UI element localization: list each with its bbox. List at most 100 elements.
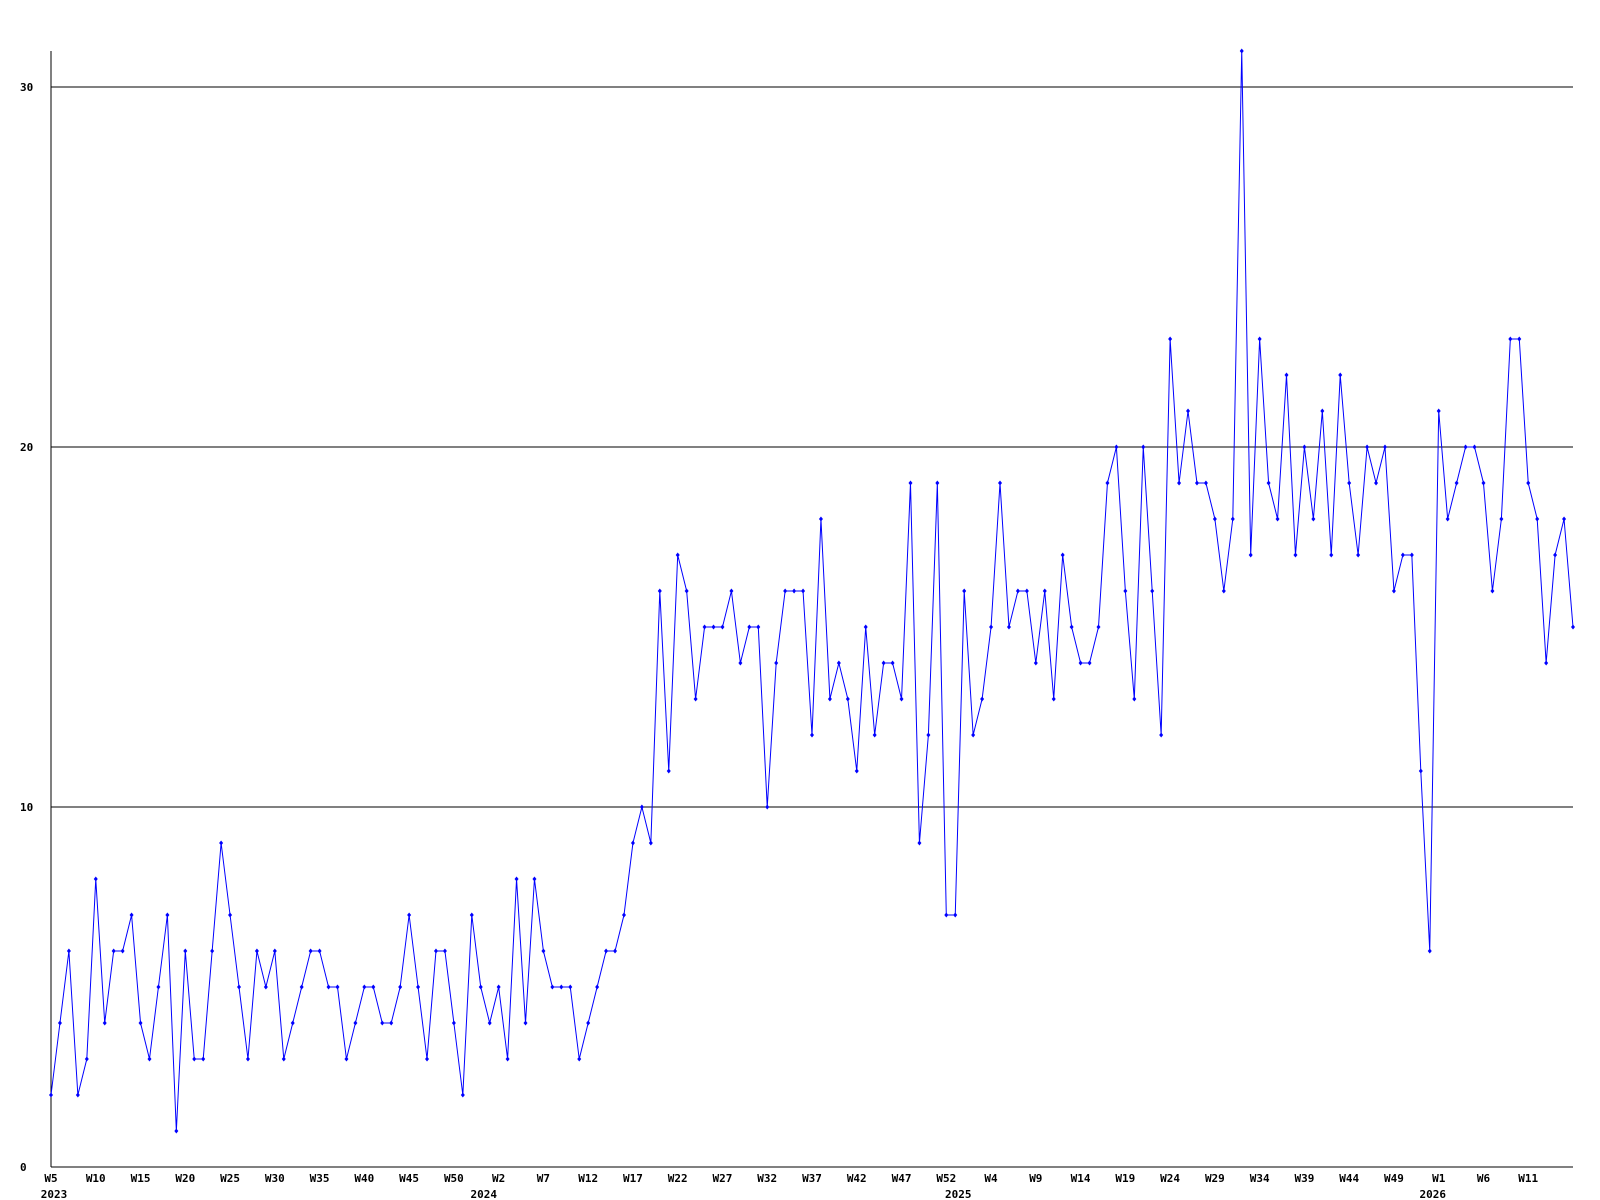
point: [1293, 552, 1298, 558]
x-year-label: 2025: [945, 1188, 972, 1200]
x-year-label: 2026: [1420, 1188, 1447, 1200]
point: [1239, 48, 1244, 54]
point: [1078, 660, 1083, 666]
point: [201, 1056, 206, 1062]
point: [559, 984, 564, 990]
point: [711, 624, 716, 630]
point: [1535, 516, 1540, 522]
point: [237, 984, 242, 990]
point: [541, 948, 546, 954]
point: [1203, 480, 1208, 486]
point: [1006, 624, 1011, 630]
point: [1150, 588, 1155, 594]
point: [568, 984, 573, 990]
point: [111, 948, 116, 954]
point: [1168, 336, 1173, 342]
point: [353, 1020, 358, 1026]
point: [971, 732, 976, 738]
point: [1051, 696, 1056, 702]
point: [765, 804, 770, 810]
point: [84, 1056, 89, 1062]
x-tick-label: W52: [936, 1172, 956, 1185]
point: [1329, 552, 1334, 558]
point: [908, 480, 913, 486]
point: [756, 624, 761, 630]
point: [1087, 660, 1092, 666]
x-tick-label: W14: [1071, 1172, 1091, 1185]
point: [657, 588, 662, 594]
x-tick-label: W25: [220, 1172, 240, 1185]
point: [935, 480, 940, 486]
point: [801, 588, 806, 594]
point: [57, 1020, 62, 1026]
point: [720, 624, 725, 630]
point: [890, 660, 895, 666]
x-tick-label: W39: [1294, 1172, 1314, 1185]
point: [586, 1020, 591, 1026]
point: [192, 1056, 197, 1062]
point: [1257, 336, 1262, 342]
point: [514, 876, 519, 882]
point: [872, 732, 877, 738]
point: [1382, 444, 1387, 450]
x-tick-label: W11: [1518, 1172, 1538, 1185]
point: [604, 948, 609, 954]
x-year-label: 2024: [470, 1188, 497, 1200]
point: [442, 948, 447, 954]
x-tick-label: W17: [623, 1172, 643, 1185]
point: [1069, 624, 1074, 630]
x-tick-label: W10: [86, 1172, 106, 1185]
point: [1033, 660, 1038, 666]
point: [1311, 516, 1316, 522]
point: [219, 840, 224, 846]
point: [917, 840, 922, 846]
x-tick-label: W34: [1250, 1172, 1270, 1185]
point: [675, 552, 680, 558]
x-tick-label: W42: [847, 1172, 867, 1185]
x-tick-label: W32: [757, 1172, 777, 1185]
x-tick-label: W40: [354, 1172, 374, 1185]
point: [1445, 516, 1450, 522]
x-tick-label: W1: [1432, 1172, 1446, 1185]
point: [147, 1056, 152, 1062]
x-tick-label: W12: [578, 1172, 598, 1185]
point: [138, 1020, 143, 1026]
x-tick-label: W20: [175, 1172, 195, 1185]
point: [380, 1020, 385, 1026]
point: [129, 912, 134, 918]
point: [49, 1092, 53, 1098]
point: [1409, 552, 1414, 558]
point: [425, 1056, 430, 1062]
point: [738, 660, 743, 666]
point: [1060, 552, 1065, 558]
point: [1186, 408, 1191, 414]
point: [639, 804, 644, 810]
x-tick-label: W30: [265, 1172, 285, 1185]
point: [1526, 480, 1531, 486]
point: [245, 1056, 250, 1062]
point: [210, 948, 215, 954]
point: [953, 912, 958, 918]
point: [299, 984, 304, 990]
x-tick-label: W2: [492, 1172, 505, 1185]
point: [693, 696, 698, 702]
x-tick-label: W29: [1205, 1172, 1225, 1185]
x-tick-label: W19: [1115, 1172, 1135, 1185]
point: [1302, 444, 1307, 450]
x-tick-label: W37: [802, 1172, 822, 1185]
point: [702, 624, 707, 630]
point: [881, 660, 886, 666]
x-tick-label: W4: [984, 1172, 998, 1185]
point: [1105, 480, 1110, 486]
point: [1015, 588, 1020, 594]
point: [156, 984, 161, 990]
point: [66, 948, 71, 954]
point: [1499, 516, 1504, 522]
x-tick-label: W7: [537, 1172, 550, 1185]
point: [1356, 552, 1361, 558]
x-tick-label: W44: [1339, 1172, 1359, 1185]
point: [1284, 372, 1289, 378]
point: [1571, 624, 1575, 630]
point: [980, 696, 985, 702]
point: [1374, 480, 1379, 486]
